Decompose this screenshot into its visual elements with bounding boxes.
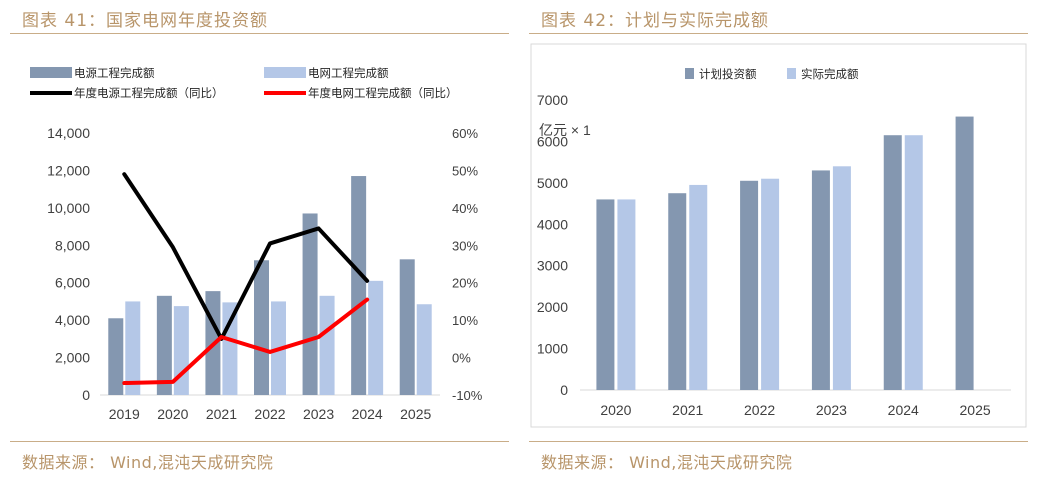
line-grid-yoy — [122, 297, 370, 386]
bar-actual — [689, 184, 708, 390]
bar-power-source — [108, 318, 124, 395]
y2-tick-label: 40% — [452, 201, 478, 216]
y2-tick-label: 10% — [452, 313, 478, 328]
y2-tick-label: 50% — [452, 163, 478, 178]
legend-swatch-actual — [787, 68, 796, 79]
x-tick-label: 2019 — [109, 406, 140, 422]
right-source-note: 数据来源： Wind,混沌天成研究院 — [541, 453, 793, 472]
left-source-note: 数据来源： Wind,混沌天成研究院 — [22, 453, 274, 472]
y-tick-label: 2000 — [537, 299, 568, 315]
x-tick-label: 2024 — [352, 406, 383, 422]
right-figure-panel: 图表 42：计划与实际完成额 0 1000 2000 3000 4000 5000 6000… — [519, 0, 1038, 480]
bar-grid — [173, 306, 189, 395]
legend-label-grid: 电网工程完成额 — [308, 66, 389, 80]
y-tick-label: 0 — [82, 387, 90, 403]
legend-label-power-source-yoy: 年度电源工程完成额（同比） — [74, 86, 224, 100]
bar-grid — [319, 295, 335, 395]
bar-actual — [904, 135, 923, 390]
left-figure-title: 图表 41：国家电网年度投资额 — [22, 11, 269, 31]
bar-power-source — [156, 295, 172, 395]
right-bottom-rule — [529, 441, 1028, 442]
bar-actual — [617, 199, 636, 390]
legend-swatch-planned — [685, 68, 694, 79]
x-tick-label: 2020 — [600, 402, 631, 418]
y-tick-label: 12,000 — [47, 162, 90, 178]
y-tick-label: 6,000 — [55, 275, 90, 291]
bar-power-source — [399, 259, 415, 395]
bar-planned — [740, 180, 759, 390]
y-tick-label: 8,000 — [55, 237, 90, 253]
y-tick-label: 7000 — [537, 92, 568, 108]
y-tick-label: 14,000 — [47, 125, 90, 141]
y-tick-label: 3000 — [537, 258, 568, 274]
bar-grid — [125, 301, 141, 395]
y-tick-label: 6000 — [537, 133, 568, 149]
y-tick-label: 10,000 — [47, 200, 90, 216]
bar-grid — [416, 304, 432, 395]
line-power-source-yoy — [122, 172, 370, 341]
legend-label-grid-yoy: 年度电网工程完成额（同比） — [308, 86, 458, 100]
x-tick-label: 2023 — [303, 406, 334, 422]
y-tick-label: 2,000 — [55, 350, 90, 366]
bar-power-source — [351, 176, 367, 395]
right-top-rule — [529, 33, 1028, 34]
legend-label-power-source: 电源工程完成额 — [74, 66, 155, 80]
x-tick-label: 2023 — [816, 402, 847, 418]
bar-planned — [955, 116, 974, 391]
y2-tick-label: 0% — [452, 351, 471, 366]
x-tick-label: 2021 — [206, 406, 237, 422]
bar-planned — [811, 170, 830, 390]
bar-grid — [368, 280, 384, 395]
legend-label-planned: 计划投资额 — [699, 67, 757, 81]
x-tick-label: 2024 — [888, 402, 919, 418]
left-top-rule — [10, 33, 509, 34]
y-tick-label: 5000 — [537, 175, 568, 191]
bar-power-source — [254, 260, 269, 395]
bar-planned — [883, 135, 902, 390]
x-tick-label: 2020 — [157, 406, 188, 422]
x-tick-label: 2022 — [744, 402, 775, 418]
bar-power-source — [302, 213, 318, 395]
investment-chart: 0 2,000 4,000 6,000 8,000 10,000 12,000 14,000 -… — [30, 66, 483, 422]
plan-vs-actual-chart: 0 1000 2000 3000 4000 5000 6000 7000 2020 2021 202… — [530, 43, 1027, 428]
right-figure-title: 图表 42：计划与实际完成额 — [541, 11, 770, 31]
chart-frame — [530, 43, 1027, 428]
y-tick-label: 4,000 — [55, 312, 90, 328]
bar-planned — [668, 193, 687, 390]
bar-grid — [222, 302, 238, 395]
legend-label-actual: 实际完成额 — [801, 67, 859, 81]
left-bottom-rule — [10, 441, 509, 442]
y2-tick-label: 30% — [452, 238, 478, 253]
y-tick-label: 4000 — [537, 216, 568, 232]
y2-tick-label: 20% — [452, 276, 478, 291]
x-tick-label: 2025 — [960, 402, 991, 418]
bar-planned — [596, 199, 615, 390]
legend-swatch-grid — [264, 67, 306, 78]
unit-label: 亿元 × 1 — [539, 122, 591, 138]
bar-actual — [832, 166, 851, 390]
left-figure-panel: 图表 41：国家电网年度投资额 0 2,000 4,000 6,000 8,000 10,… — [10, 11, 509, 472]
x-tick-label: 2025 — [400, 406, 431, 422]
bar-actual — [761, 178, 780, 390]
x-tick-label: 2022 — [254, 406, 285, 422]
y-tick-label: 1000 — [537, 341, 568, 357]
legend-swatch-power-source — [30, 67, 72, 78]
y2-tick-label: 60% — [452, 126, 478, 141]
y2-tick-label: -10% — [452, 388, 483, 403]
y-tick-label: 0 — [560, 382, 568, 398]
x-tick-label: 2021 — [672, 402, 703, 418]
